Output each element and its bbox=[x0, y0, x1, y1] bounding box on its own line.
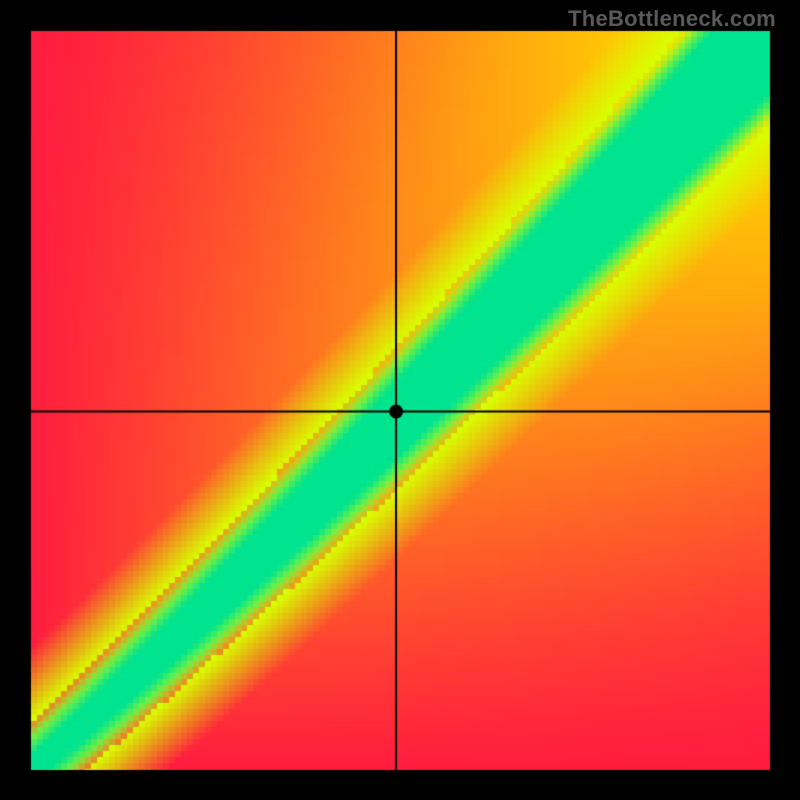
watermark-text: TheBottleneck.com bbox=[568, 6, 776, 32]
chart-container: { "canvas": { "width": 800, "height": 80… bbox=[0, 0, 800, 800]
bottleneck-heatmap bbox=[0, 0, 800, 800]
